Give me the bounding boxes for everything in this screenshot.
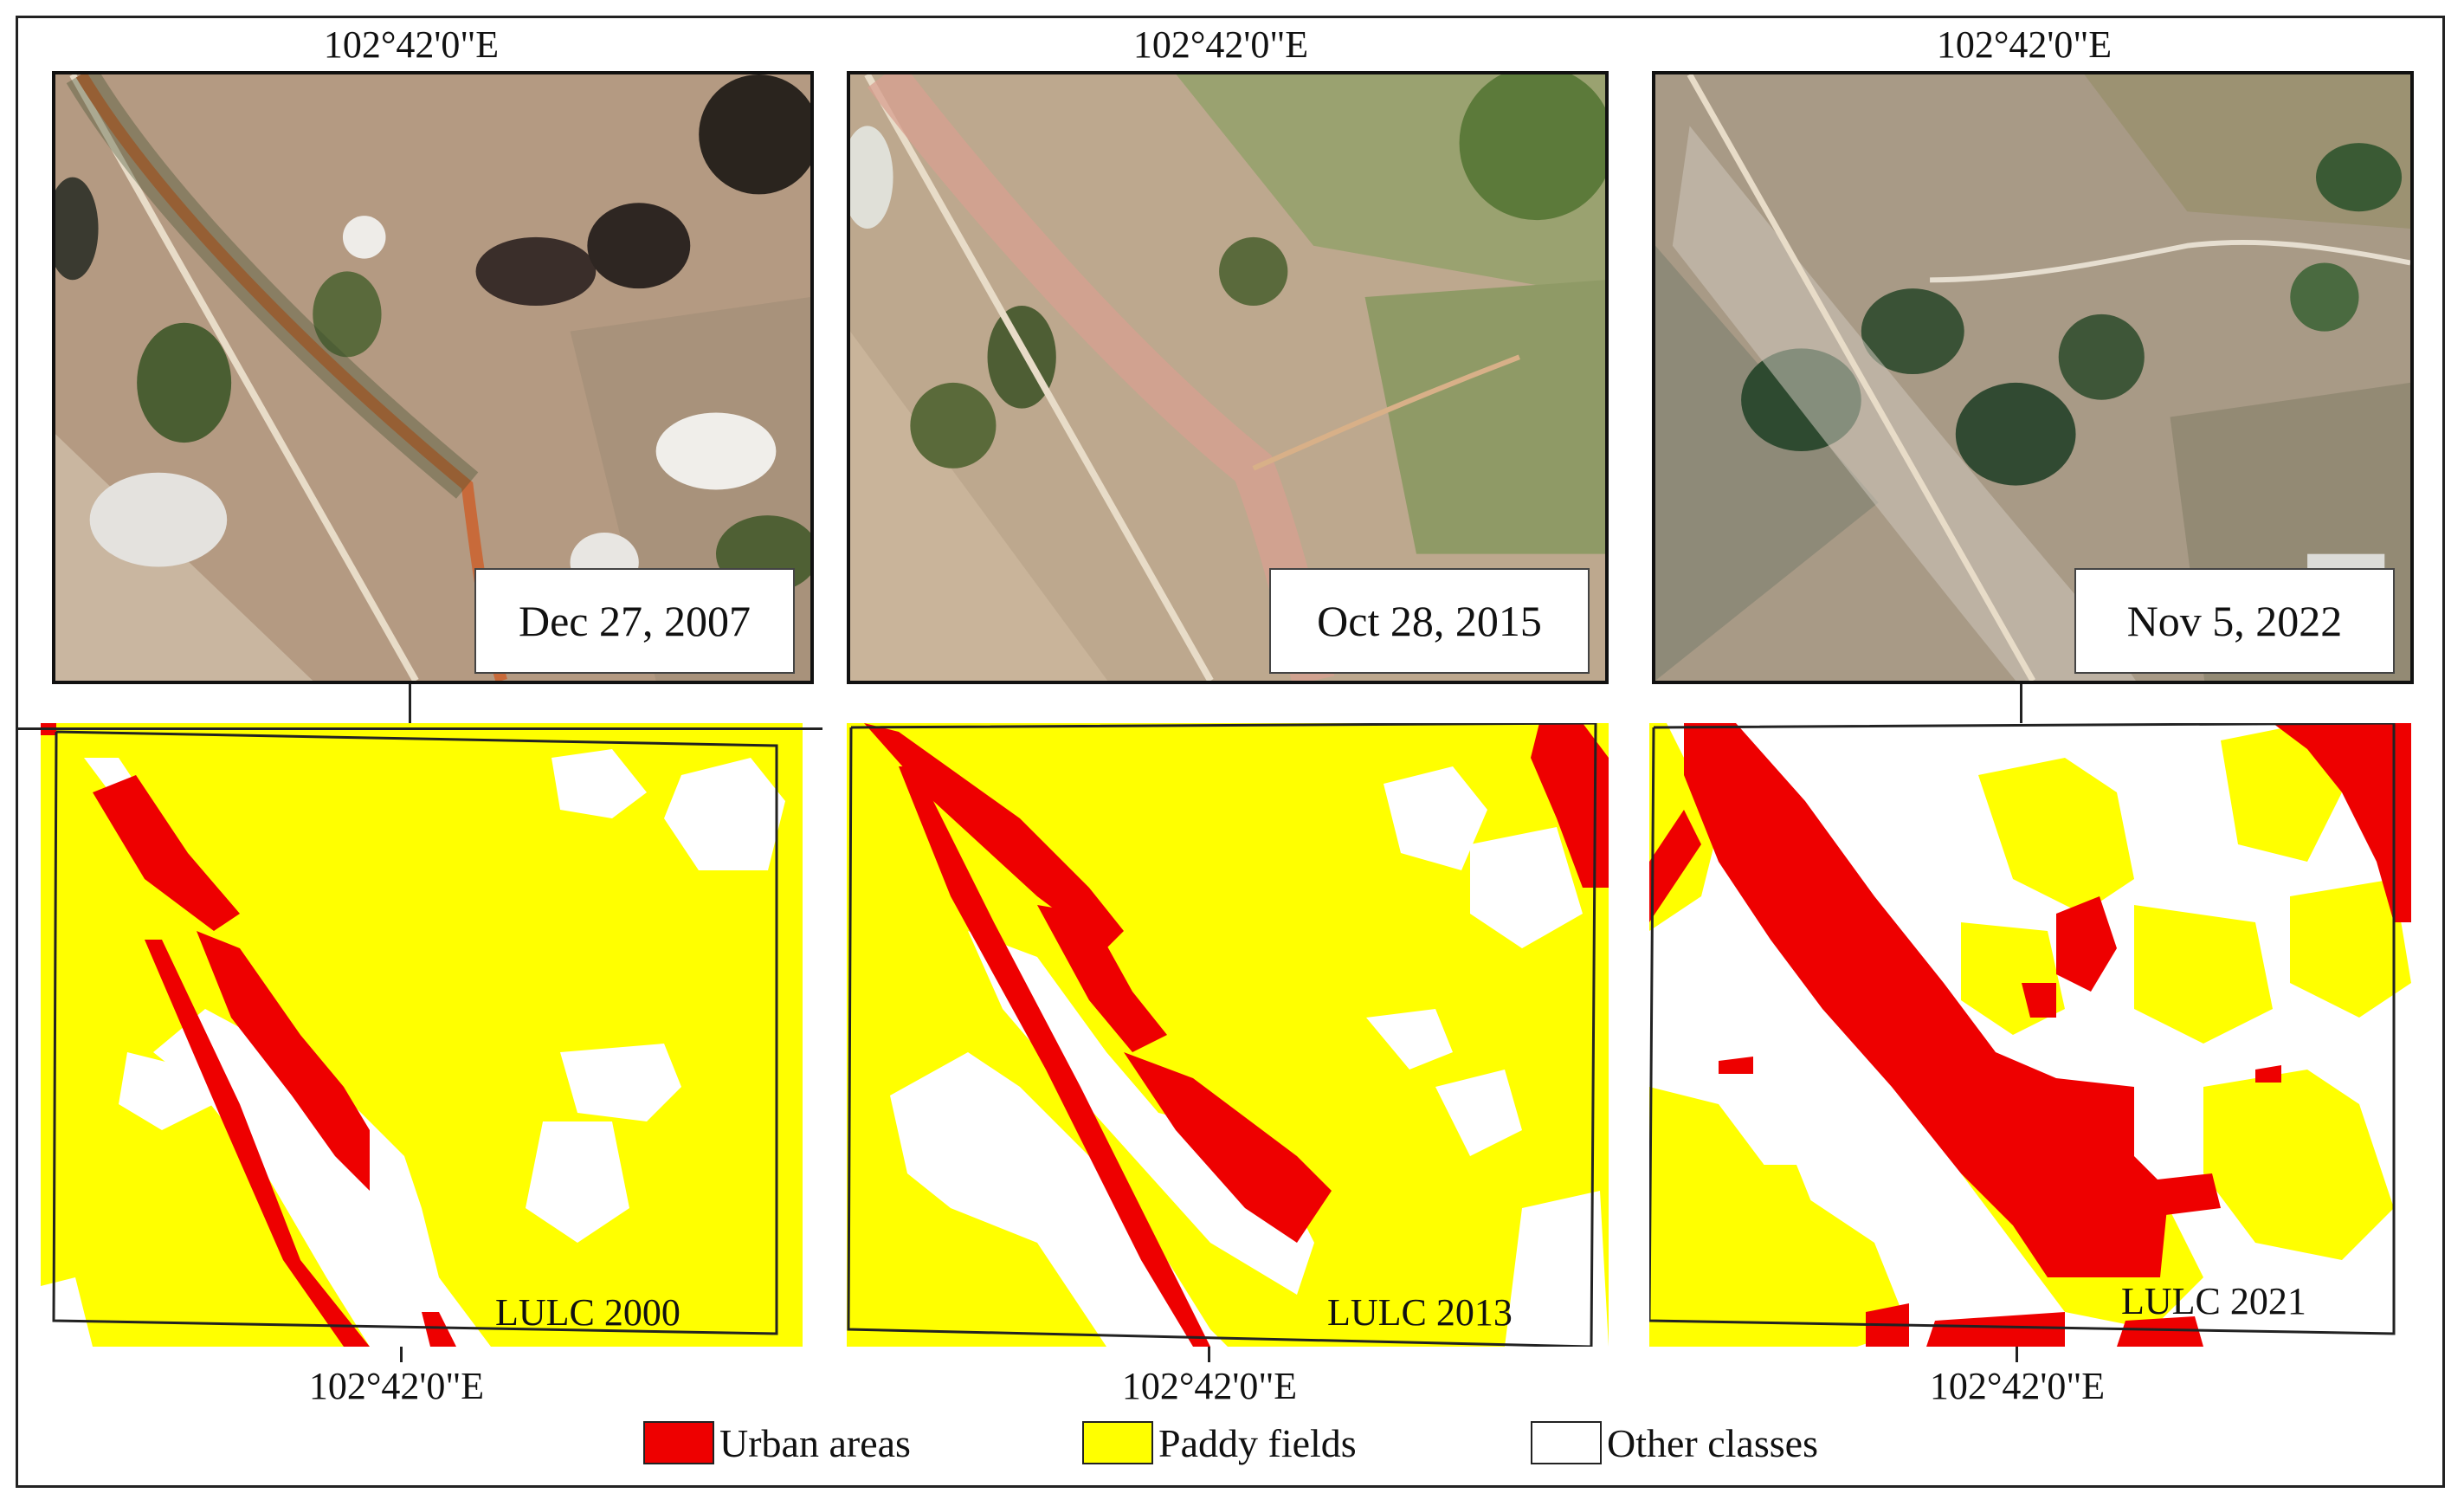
satellite-image-2022: Nov 5, 2022 [1652, 71, 2414, 684]
lulc-map-2021: LULC 2021 [1649, 723, 2411, 1347]
lulc-label-2013: LULC 2013 [1327, 1291, 1513, 1334]
figure-frame [16, 16, 2445, 1488]
graticule-tick-3 [2020, 684, 2022, 723]
lulc-label-2021: LULC 2021 [2121, 1280, 2306, 1322]
lulc-label-2000: LULC 2000 [495, 1291, 681, 1334]
satellite-image-2015: Oct 28, 2015 [847, 71, 1609, 684]
acquisition-date-2022: Nov 5, 2022 [2074, 568, 2395, 674]
longitude-label-bottom-2: 102°42'0"E [1121, 1365, 1298, 1407]
longitude-label-bottom-3: 102°42'0"E [1929, 1365, 2106, 1407]
acquisition-date-2015: Oct 28, 2015 [1269, 568, 1590, 674]
legend-item-paddy: Paddy fields [1082, 1419, 1357, 1467]
longitude-label-top-1: 102°42'0"E [323, 23, 500, 66]
legend-label-urban: Urban areas [719, 1420, 911, 1465]
urban-swatch [643, 1421, 714, 1464]
satellite-image-2007: Dec 27, 2007 [52, 71, 814, 684]
longitude-label-top-3: 102°42'0"E [1936, 23, 2112, 66]
graticule-tick-1 [409, 684, 411, 723]
longitude-label-bottom-1: 102°42'0"E [308, 1365, 485, 1407]
longitude-label-top-2: 102°42'0"E [1132, 23, 1309, 66]
graticule-tick-bottom-1 [400, 1347, 403, 1362]
paddy-swatch [1082, 1421, 1153, 1464]
acquisition-date-2007: Dec 27, 2007 [474, 568, 795, 674]
graticule-tick-bottom-2 [1208, 1347, 1210, 1362]
top-graticule-line [17, 727, 822, 730]
other-swatch [1531, 1421, 1602, 1464]
lulc-map-2013: LULC 2013 [847, 723, 1609, 1347]
lulc-map-2000: LULC 2000 [41, 723, 803, 1347]
legend-label-other: Other classes [1607, 1420, 1818, 1465]
legend-item-other: Other classes [1531, 1419, 1818, 1467]
graticule-tick-bottom-3 [2016, 1347, 2018, 1362]
legend-label-paddy: Paddy fields [1158, 1420, 1357, 1465]
legend-item-urban: Urban areas [643, 1419, 911, 1467]
